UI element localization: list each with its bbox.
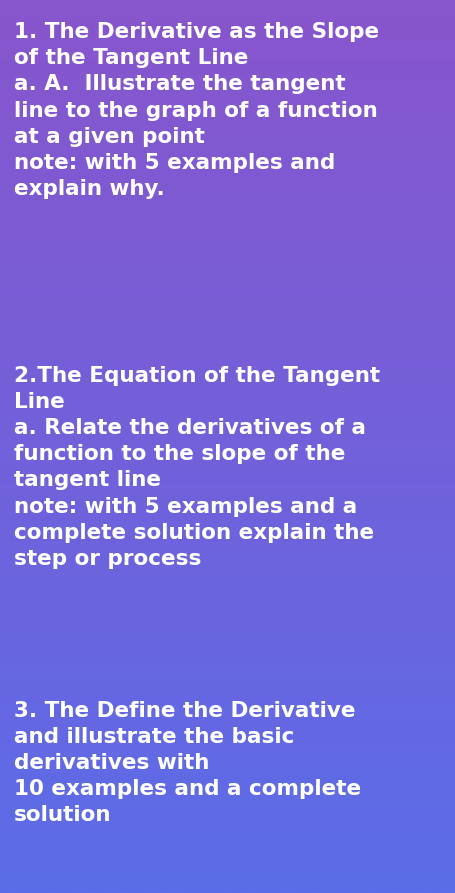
- Text: 1. The Derivative as the Slope
of the Tangent Line
a. A.  Illustrate the tangent: 1. The Derivative as the Slope of the Ta…: [14, 22, 378, 199]
- Text: 3. The Define the Derivative
and illustrate the basic
derivatives with
10 exampl: 3. The Define the Derivative and illustr…: [14, 701, 360, 825]
- Text: 2.The Equation of the Tangent
Line
a. Relate the derivatives of a
function to th: 2.The Equation of the Tangent Line a. Re…: [14, 366, 379, 569]
